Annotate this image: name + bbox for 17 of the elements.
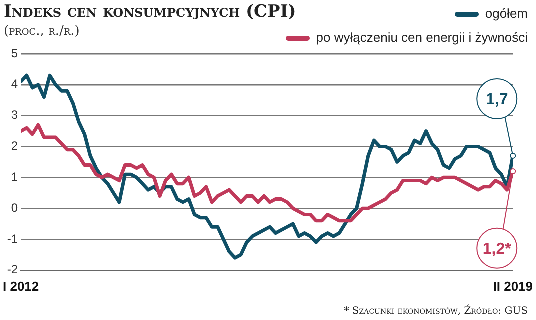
- text: * Szacunki ekonomistów, Źródło: GUS: [344, 306, 528, 317]
- y-tick-label: 5: [11, 46, 18, 60]
- y-tick-label: -2: [7, 262, 18, 277]
- legend-label: ogółem: [485, 6, 528, 21]
- y-tick-label: -1: [7, 232, 18, 246]
- y-tick-label: 3: [11, 108, 18, 122]
- annotation: 1,7: [486, 91, 508, 108]
- y-tick-label: 1: [11, 170, 18, 184]
- y-tick-label: 0: [11, 200, 18, 215]
- y-tick-label: 4: [11, 77, 18, 92]
- chart-title: Indeks cen konsumpcyjnych (CPI): [4, 2, 296, 22]
- annotation: 1,2*: [482, 240, 512, 258]
- x-tick-label: II 2019: [493, 278, 534, 294]
- x-tick-label: I 2012: [2, 278, 40, 294]
- legend-label: po wyłączeniu cen energii i żywności: [316, 30, 528, 45]
- y-tick-label: 2: [11, 139, 18, 154]
- chart-subtitle: (proc., r./r.): [4, 24, 80, 39]
